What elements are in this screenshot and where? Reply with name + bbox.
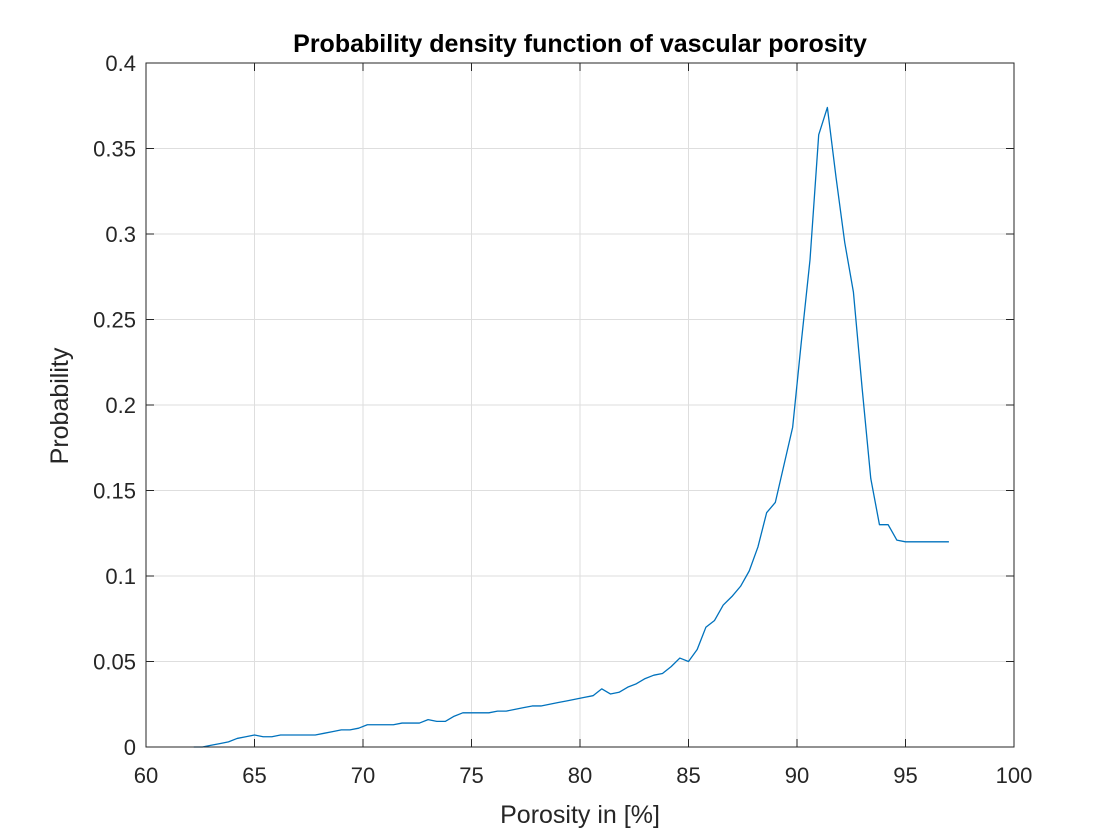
y-tick-labels: 0 0.05 0.1 0.15 0.2 0.25 0.3 0.35 0.4 (93, 51, 136, 760)
x-tick-label: 65 (242, 763, 266, 788)
x-tick-label: 95 (893, 763, 917, 788)
y-tick-label: 0.1 (105, 564, 136, 589)
series-line (193, 106, 949, 748)
x-axis-label: Porosity in [%] (500, 801, 660, 829)
x-tick-label: 80 (568, 763, 592, 788)
y-tick-label: 0.2 (105, 393, 136, 418)
chart-title: Probability density function of vascular… (293, 30, 867, 58)
x-tick-label: 90 (785, 763, 809, 788)
x-tick-label: 75 (459, 763, 483, 788)
x-tick-label: 85 (676, 763, 700, 788)
x-tick-labels: 60 65 70 75 80 85 90 95 100 (134, 763, 1033, 788)
y-tick-label: 0.4 (105, 51, 136, 76)
x-tick-label: 70 (351, 763, 375, 788)
y-tick-label: 0.05 (93, 650, 136, 675)
y-axis-label: Probability (46, 347, 74, 464)
x-tick-label: 100 (996, 763, 1033, 788)
tick-marks (145, 62, 1015, 748)
data-series (193, 106, 949, 748)
y-tick-label: 0 (124, 735, 136, 760)
y-tick-label: 0.25 (93, 308, 136, 333)
x-tick-label: 60 (134, 763, 158, 788)
y-tick-label: 0.15 (93, 479, 136, 504)
y-tick-label: 0.35 (93, 137, 136, 162)
y-tick-label: 0.3 (105, 222, 136, 247)
